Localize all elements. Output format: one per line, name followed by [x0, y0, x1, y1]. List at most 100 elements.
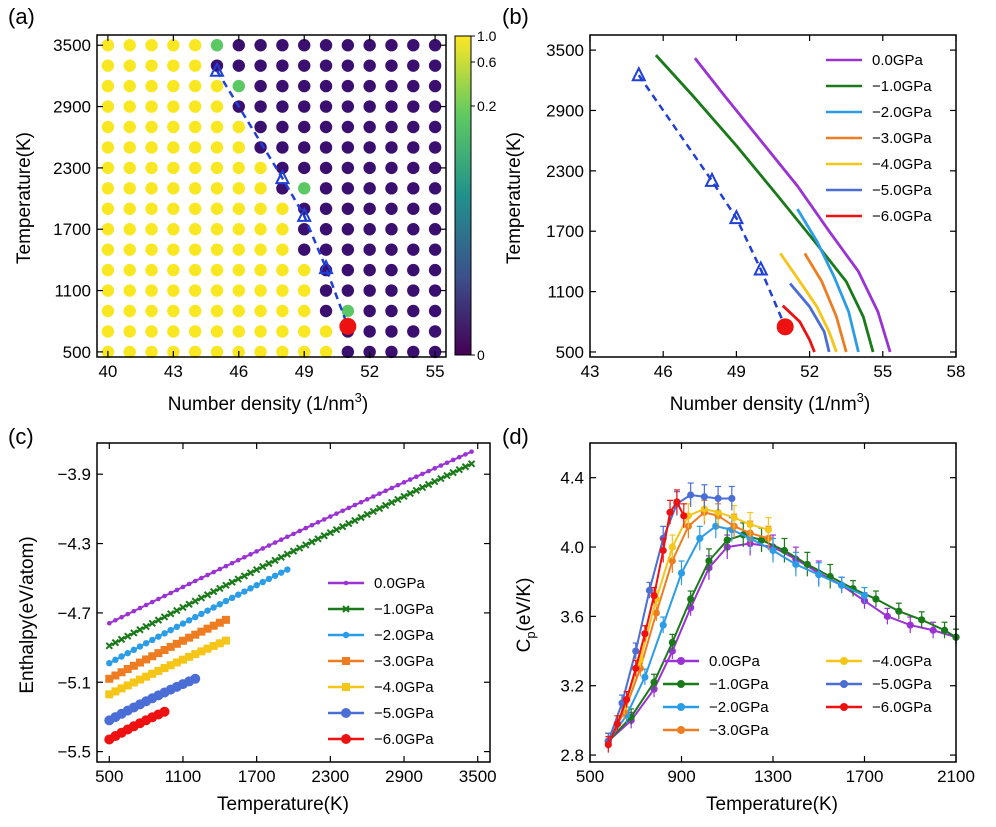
- panel-d-ylabel: Cp(eV/K): [514, 578, 538, 653]
- panel-c-series-marker: [166, 642, 175, 651]
- panel-c-series-marker: [113, 617, 118, 623]
- panel-a-grid-point: [145, 263, 158, 277]
- panel-c-series-marker: [432, 466, 438, 471]
- panel-a-xtick-label: 55: [426, 362, 445, 381]
- panel-c-series-marker: [111, 638, 120, 647]
- panel-a-grid-point: [188, 263, 202, 277]
- panel-c-series-marker: [461, 463, 470, 471]
- panel-d-series-marker: [641, 630, 649, 638]
- panel-d-legend-marker: [677, 703, 685, 711]
- panel-d-series-marker: [705, 557, 713, 565]
- panel-a-grid-point: [276, 243, 289, 256]
- panel-a-grid-point: [319, 161, 333, 175]
- panel-c-ytick-label: −4.3: [57, 535, 91, 554]
- panel-c-series-marker: [167, 626, 174, 634]
- panel-c-series-marker: [215, 639, 224, 648]
- panel-a-grid-point: [341, 79, 355, 93]
- panel-a-grid-point: [210, 202, 224, 215]
- panel-c-series-marker: [246, 569, 255, 577]
- panel-c-frame: [96, 442, 491, 763]
- panel-a-grid-point: [385, 100, 398, 113]
- panel-c-series-marker: [168, 590, 173, 596]
- panel-c-series-marker: [106, 621, 112, 626]
- panel-a-grid-point: [123, 39, 136, 52]
- panel-b-legend-label: −3.0GPa: [872, 130, 932, 147]
- panel-a-grid-point: [407, 304, 420, 318]
- panel-a-grid-point: [298, 304, 311, 318]
- panel-c-series-marker: [334, 511, 339, 516]
- panel-c-series-marker: [235, 557, 241, 563]
- panel-d-series-marker: [764, 526, 773, 534]
- panel-d-series-marker: [700, 505, 708, 513]
- panel-a-grid-point: [254, 304, 267, 318]
- panel-b-ytick-label: 3500: [546, 41, 584, 60]
- panel-c-series-marker: [209, 587, 218, 596]
- panel-a-grid-point: [210, 325, 224, 338]
- panel-c-xtick-label: 2900: [385, 767, 423, 786]
- panel-c-series-marker: [228, 594, 236, 602]
- panel-c-series-marker: [364, 497, 370, 502]
- panel-a-grid-point: [188, 182, 202, 195]
- panel-a-grid-point: [145, 223, 158, 236]
- panel-d-legend-label: −3.0GPa: [709, 722, 769, 739]
- panel-c-series-marker: [105, 674, 114, 683]
- panel-a-grid-point: [407, 243, 420, 256]
- panel-a-grid-point: [145, 120, 158, 134]
- panel-a-grid-point: [145, 39, 158, 52]
- panel-a-grid-point: [210, 161, 224, 175]
- panel-a-grid-point: [363, 325, 376, 338]
- panel-a-grid-point: [101, 100, 115, 113]
- panel-d-series-marker: [659, 546, 667, 555]
- panel-d-legend-marker: [840, 680, 848, 688]
- panel-a-grid-point: [319, 79, 333, 93]
- panel-c-series-marker: [377, 491, 382, 496]
- panel-a-ytick-label: 3500: [53, 36, 91, 55]
- panel-a-grid-point: [232, 243, 245, 256]
- panel-c-series-marker: [111, 671, 120, 680]
- panel-d-series-marker: [687, 604, 695, 612]
- panel-d-series-marker: [673, 498, 681, 506]
- panel-d-series-marker: [895, 607, 903, 615]
- panel-a-grid-point: [254, 39, 267, 52]
- panel-a-grid-point: [188, 325, 202, 338]
- panel-a-grid-point: [276, 39, 289, 52]
- panel-c-series-marker: [105, 642, 113, 650]
- panel-a-grid-point: [385, 182, 398, 195]
- panel-a-grid-point: [341, 120, 355, 134]
- panel-a-grid-point: [363, 223, 376, 236]
- panel-d-legend-marker: [677, 726, 685, 734]
- panel-a-grid-point: [254, 161, 267, 175]
- panel-c-series-marker: [125, 611, 131, 617]
- panel-a-grid-point: [363, 59, 376, 72]
- panel-a-grid-point: [428, 141, 442, 154]
- panel-c-series-marker: [160, 664, 169, 673]
- panel-c-series-marker: [234, 575, 242, 583]
- panel-a-grid-point: [341, 202, 355, 215]
- panel-a-grid-point: [167, 243, 180, 256]
- panel-a-grid-point: [428, 39, 442, 52]
- panel-d-series-line: [607, 499, 685, 746]
- panel-c-legend-label: −6.0GPa: [374, 731, 434, 748]
- panel-a-grid-point: [385, 325, 398, 338]
- panel-b-label: (b): [502, 4, 529, 29]
- panel-b-chart: 43 46 49 52 55 58 500 1100 1700 2300 2900 3500 0.0GP…: [546, 34, 965, 381]
- panel-c-series-marker: [185, 633, 194, 642]
- panel-a-grid-point: [145, 243, 158, 256]
- panel-c-series-marker: [369, 507, 378, 516]
- panel-c-series-marker: [346, 505, 352, 511]
- panel-a-grid-point: [319, 202, 333, 215]
- panel-a-spinodal-line: [215, 70, 350, 327]
- panel-b-ytick-label: 1100: [547, 283, 584, 302]
- panel-d-series-line: [607, 525, 865, 742]
- panel-c-series-marker: [106, 659, 113, 667]
- panel-a-grid-point: [210, 79, 224, 93]
- panel-a-ytick-label: 2900: [53, 98, 91, 117]
- panel-a-colorbar-tick-label: 0: [477, 347, 485, 363]
- panel-d-ytick-label: 2.8: [560, 746, 584, 765]
- panel-d-series-marker: [650, 678, 658, 686]
- panel-a-grid-point: [188, 243, 202, 256]
- panel-a-grid-point: [428, 182, 442, 195]
- panel-c-series-marker: [388, 498, 396, 507]
- panel-b-spinodal-marker: [728, 208, 745, 225]
